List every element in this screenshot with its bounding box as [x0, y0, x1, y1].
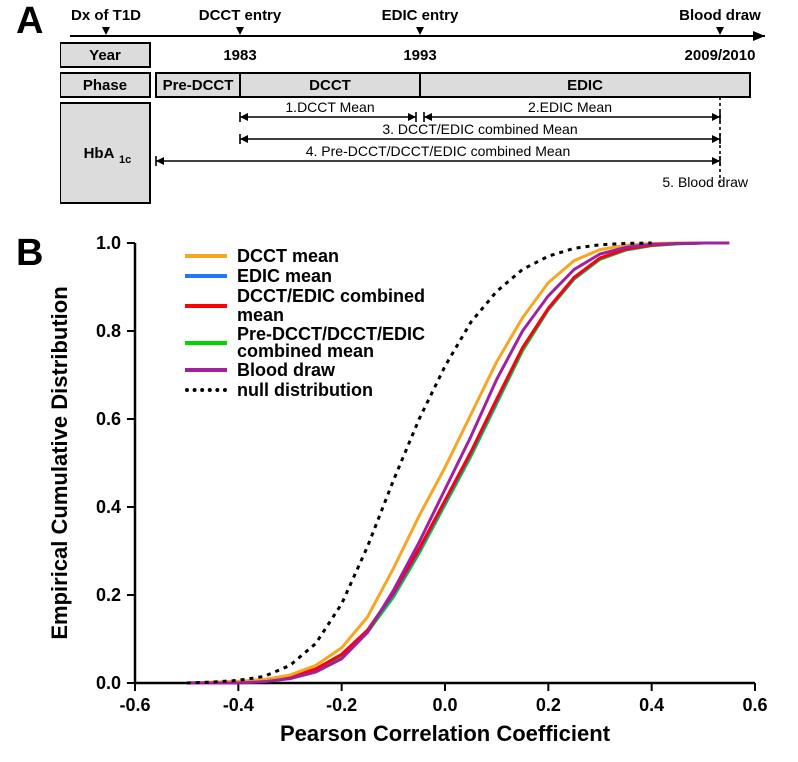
- y-axis-label: Empirical Cumulative Distribution: [47, 286, 72, 639]
- legend-swatch: [185, 341, 227, 345]
- hba-item: 4. Pre-DCCT/DCCT/EDIC combined Mean: [306, 143, 571, 159]
- hba-item: 1.DCCT Mean: [285, 99, 374, 115]
- hba-item: 3. DCCT/EDIC combined Mean: [382, 121, 577, 137]
- y-tick-label: 0.2: [96, 585, 121, 605]
- x-tick-label: 0.2: [536, 695, 561, 715]
- svg-text:EDIC: EDIC: [567, 77, 603, 94]
- legend-item: DCCT mean: [185, 247, 425, 266]
- hba-item: 2.EDIC Mean: [528, 99, 612, 115]
- y-tick-label: 1.0: [96, 235, 121, 253]
- svg-text:HbA: HbA: [84, 145, 115, 162]
- x-tick-label: 0.6: [742, 695, 767, 715]
- legend-label: Blood draw: [237, 361, 335, 380]
- x-tick-label: -0.6: [119, 695, 150, 715]
- legend-swatch: [185, 274, 227, 278]
- legend-item: Pre-DCCT/DCCT/EDICcombined mean: [185, 326, 425, 360]
- legend-swatch: [185, 254, 227, 258]
- x-tick-label: -0.4: [223, 695, 254, 715]
- svg-text:DCCT: DCCT: [309, 77, 351, 94]
- legend-item: null distribution: [185, 381, 425, 400]
- legend-label: Pre-DCCT/DCCT/EDICcombined mean: [237, 326, 425, 360]
- legend-label: null distribution: [237, 381, 373, 400]
- timeline-event: EDIC entry: [382, 8, 459, 24]
- legend-item: DCCT/EDIC combinedmean: [185, 287, 425, 325]
- y-tick-label: 0.0: [96, 673, 121, 693]
- svg-text:Phase: Phase: [83, 77, 127, 94]
- panel-a-svg: Dx of T1D DCCT entry EDIC entry Blood draw Y…: [60, 8, 780, 223]
- legend-swatch: [185, 388, 227, 392]
- y-tick-label: 0.6: [96, 409, 121, 429]
- legend-swatch: [185, 304, 227, 308]
- legend-label: DCCT/EDIC combinedmean: [237, 287, 425, 325]
- legend-swatch: [185, 368, 227, 372]
- x-axis-label: Pearson Correlation Coefficient: [280, 721, 611, 746]
- legend-label: EDIC mean: [237, 267, 332, 286]
- panel-a: Dx of T1D DCCT entry EDIC entry Blood draw Y…: [60, 8, 780, 223]
- year-value: 2009/2010: [685, 47, 756, 64]
- x-tick-label: -0.2: [326, 695, 357, 715]
- svg-text:Pre-DCCT: Pre-DCCT: [163, 77, 234, 94]
- y-tick-label: 0.8: [96, 321, 121, 341]
- year-value: 1993: [403, 47, 436, 64]
- timeline-event: Blood draw: [679, 8, 761, 24]
- chart-legend: DCCT meanEDIC meanDCCT/EDIC combinedmean…: [185, 247, 425, 401]
- x-tick-label: 0.0: [432, 695, 457, 715]
- year-value: 1983: [223, 47, 256, 64]
- hba-item: 5. Blood draw: [662, 174, 748, 190]
- legend-item: EDIC mean: [185, 267, 425, 286]
- panel-b: -0.6 -0.4 -0.2 0.0 0.2 0.4 0.6 0.0 0.2 0.4 0.6 0.8 1…: [30, 235, 790, 755]
- x-tick-label: 0.4: [639, 695, 664, 715]
- svg-text:1c: 1c: [119, 154, 131, 166]
- timeline-event: Dx of T1D: [71, 8, 141, 24]
- panel-a-label: A: [16, 0, 43, 43]
- y-tick-label: 0.4: [96, 497, 121, 517]
- legend-label: DCCT mean: [237, 247, 339, 266]
- timeline-event: DCCT entry: [199, 8, 282, 24]
- legend-item: Blood draw: [185, 361, 425, 380]
- svg-text:Year: Year: [89, 47, 121, 64]
